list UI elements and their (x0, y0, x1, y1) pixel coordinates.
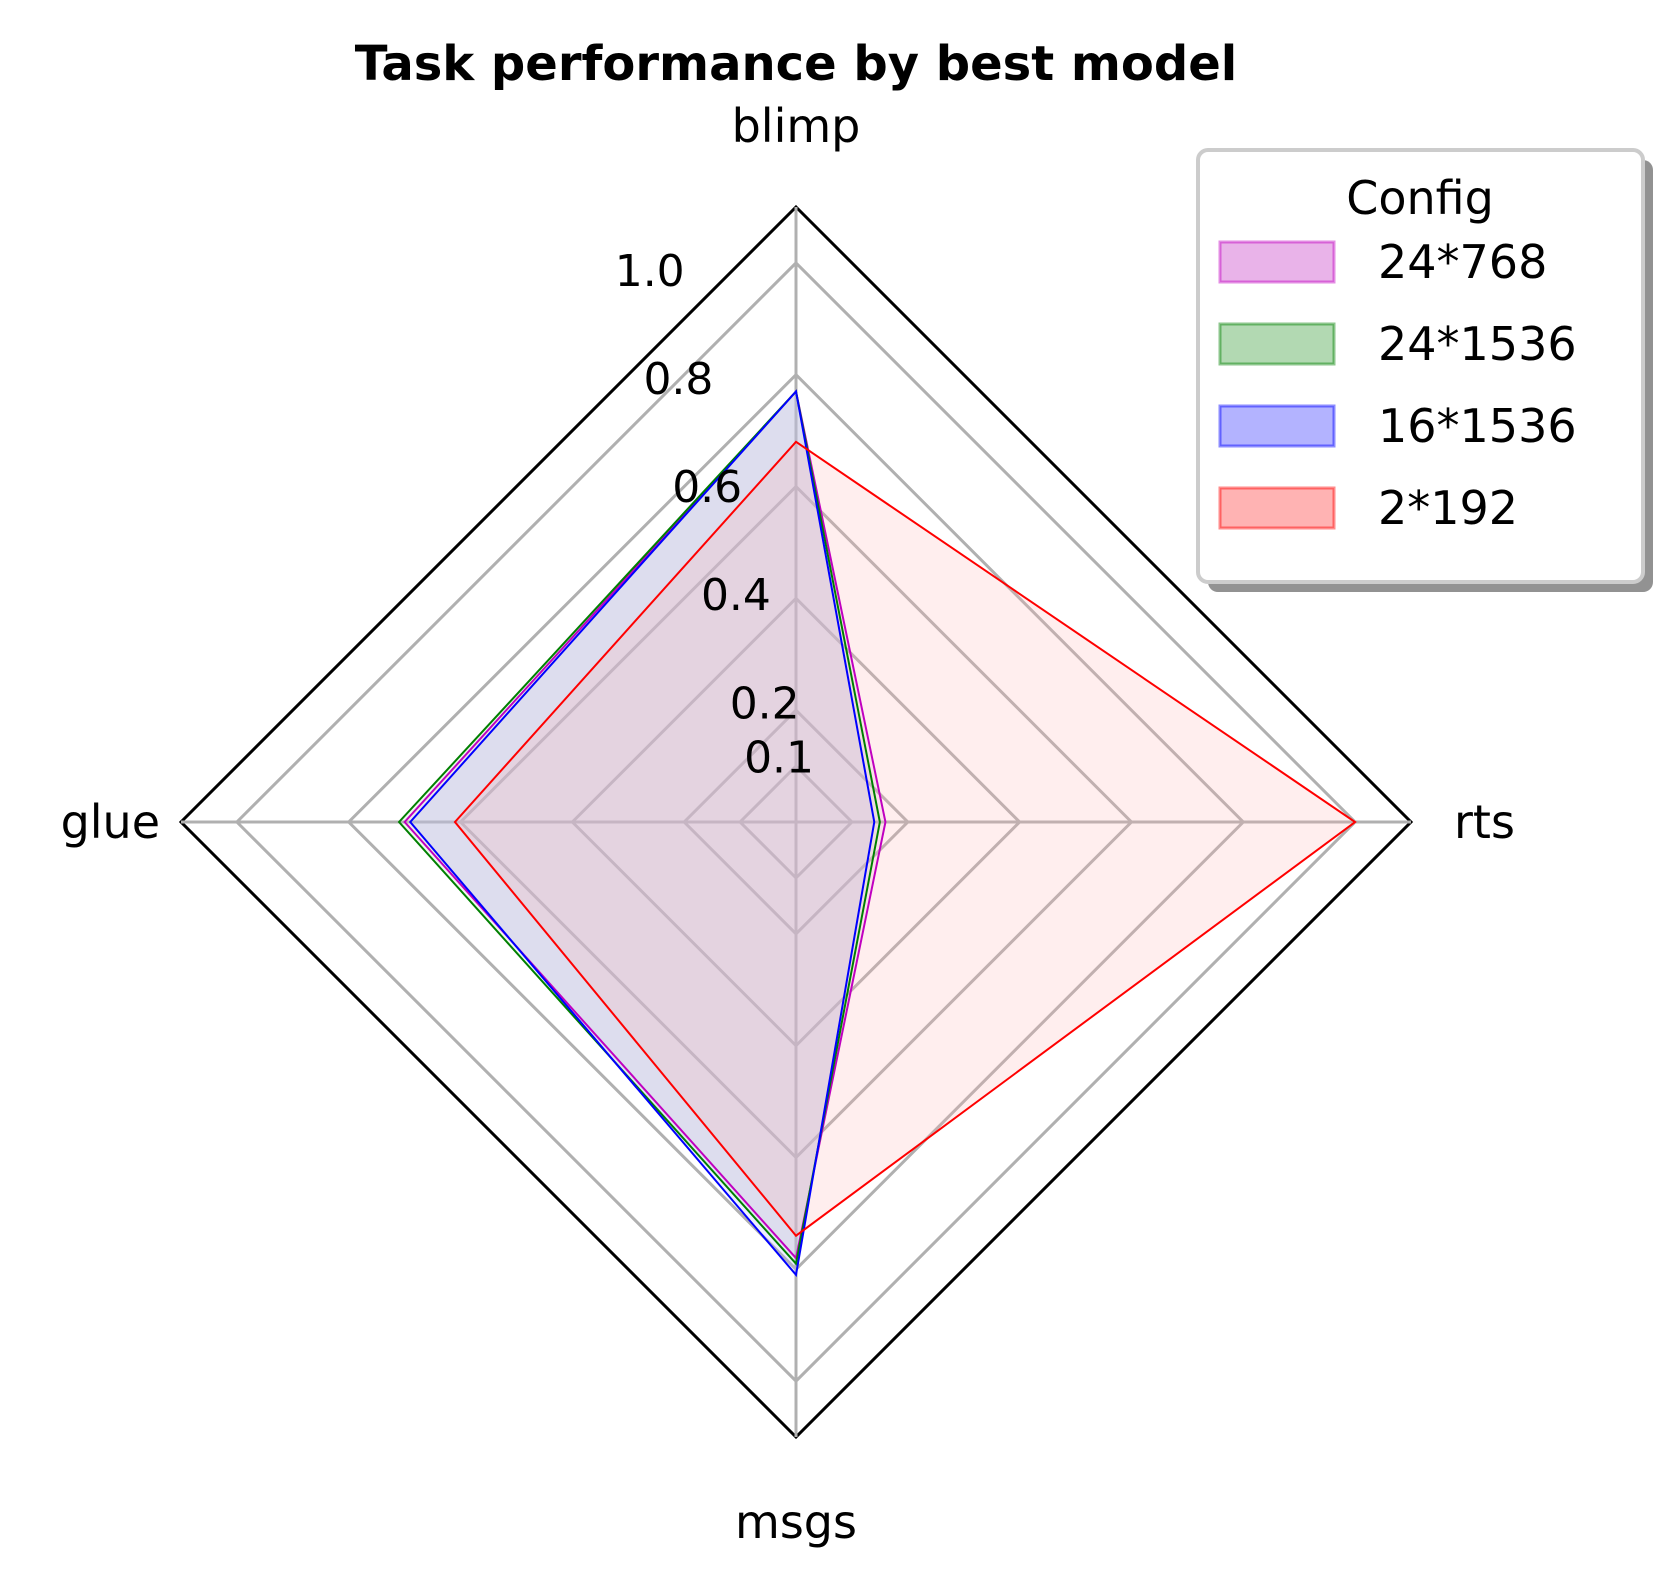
axis-lines (181, 207, 1411, 1437)
series-fill-0 (404, 391, 886, 1259)
tick-label-4: 0.8 (643, 354, 713, 405)
series-fill-1 (399, 391, 880, 1264)
tick-label-0: 0.1 (744, 732, 814, 783)
tick-label-2: 0.4 (701, 570, 771, 621)
series-line-3 (453, 440, 1357, 1238)
tick-label-5: 1.0 (615, 246, 685, 297)
series-fill-3 (454, 441, 1356, 1236)
axis-label-blimp: blimp (732, 99, 861, 153)
legend-title: Config (1346, 171, 1494, 225)
legend-entries: 24*768 24*1536 16*1536 2*192 (1218, 235, 1577, 535)
axis-label-msgs: msgs (735, 1495, 857, 1549)
axis-labels: blimp rts msgs glue (61, 99, 1515, 1549)
series-line-2 (408, 389, 876, 1278)
legend-label-1: 24*1536 (1378, 317, 1577, 371)
series-fill-2 (410, 391, 875, 1275)
tick-label-3: 0.6 (672, 462, 742, 513)
tick-label-1: 0.2 (730, 678, 800, 729)
axis-label-rts: rts (1454, 795, 1515, 849)
series-line-1 (397, 389, 881, 1266)
legend-swatch-3 (1218, 486, 1336, 530)
series-layer (397, 389, 1357, 1278)
legend-swatch-1 (1218, 322, 1336, 366)
legend: Config 24*768 24*1536 16*1536 2*192 (1196, 148, 1653, 592)
axis-label-glue: glue (61, 795, 160, 849)
legend-label-0: 24*768 (1378, 235, 1547, 289)
legend-label-3: 2*192 (1378, 481, 1518, 535)
radial-tick-labels: 0.10.2 0.4 0.6 0.8 1.0 (615, 246, 814, 783)
series-line-0 (403, 389, 887, 1261)
legend-swatch-2 (1218, 404, 1336, 448)
legend-label-2: 16*1536 (1378, 399, 1577, 453)
legend-swatch-0 (1218, 240, 1336, 284)
chart-title: Task performance by best model (355, 36, 1237, 92)
